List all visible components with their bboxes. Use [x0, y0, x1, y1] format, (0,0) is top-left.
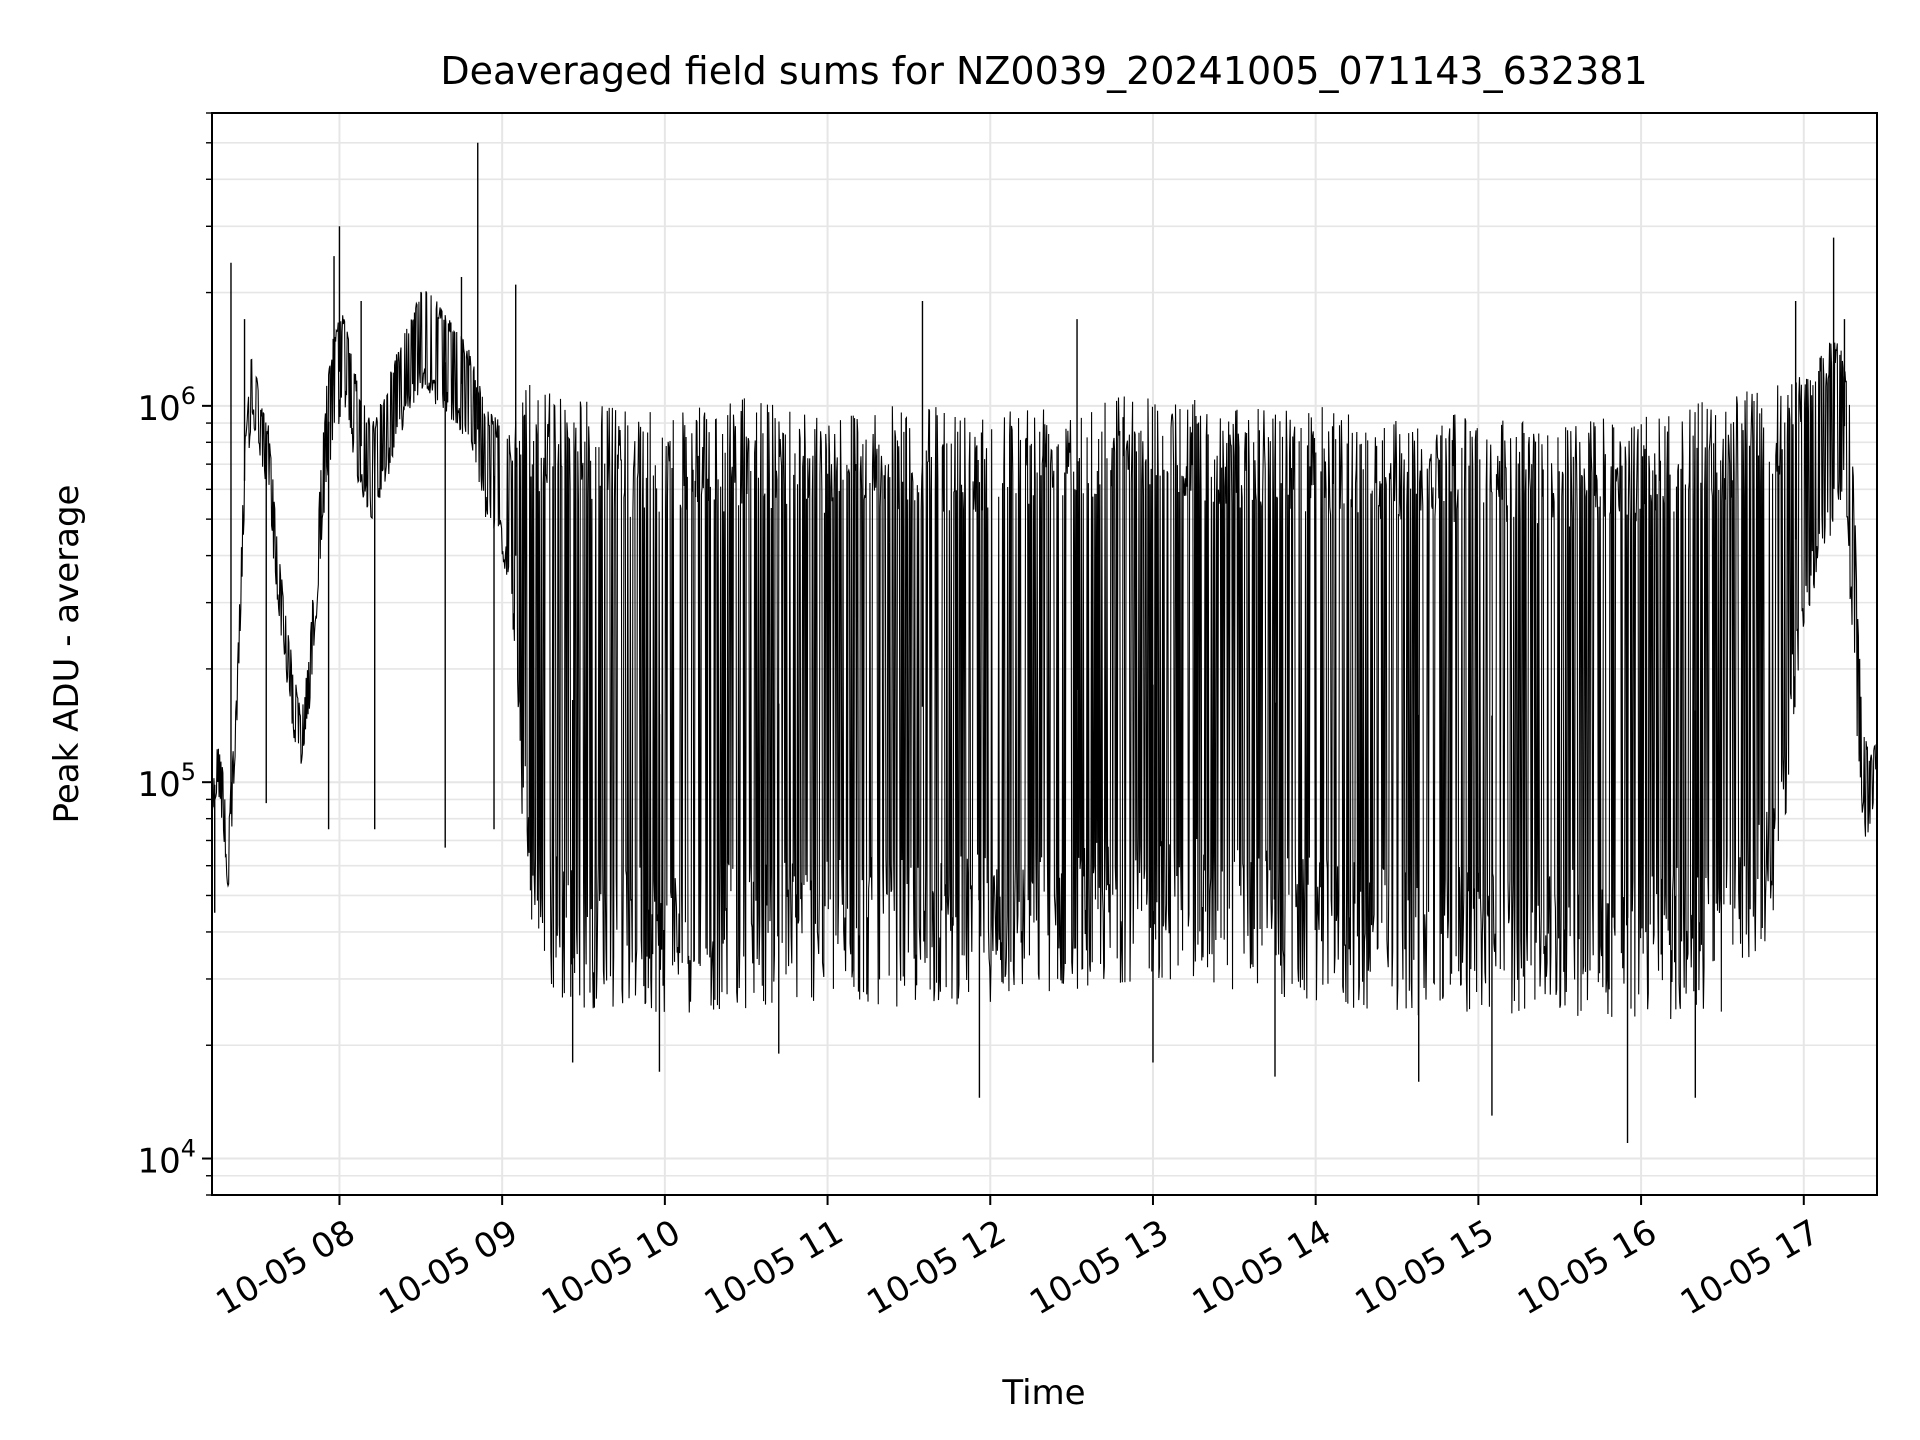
y-tick-label: 104: [137, 1135, 196, 1182]
x-axis-ticks: 10-05 08 10-05 09 10-05 10 10-05 11 10-05 12…: [210, 1195, 1826, 1323]
plot-frame: [211, 112, 1878, 1196]
chart-title: Deaveraged field sums for NZ0039_2024100…: [440, 49, 1647, 93]
x-tick-label: 10-05 09: [372, 1212, 524, 1323]
x-tick-label: 10-05 14: [1186, 1212, 1338, 1323]
x-tick-label: 10-05 08: [210, 1212, 362, 1323]
data-layer: [211, 142, 1878, 1143]
x-axis-label: Time: [1001, 1373, 1085, 1413]
x-tick-label: 10-05 12: [860, 1212, 1012, 1323]
x-tick-label: 10-05 13: [1023, 1212, 1175, 1323]
x-tick-label: 10-05 11: [698, 1212, 850, 1323]
y-tick-label: 105: [137, 758, 196, 805]
y-tick-label: 106: [137, 382, 196, 429]
data-series-line: [211, 291, 1878, 1020]
x-tick-label: 10-05 16: [1511, 1212, 1663, 1323]
x-tick-label: 10-05 17: [1674, 1212, 1826, 1323]
x-tick-label: 10-05 10: [535, 1212, 687, 1323]
x-tick-label: 10-05 15: [1348, 1212, 1500, 1323]
y-axis-ticks: 104 105 106: [137, 112, 212, 1196]
y-axis-label: Peak ADU - average: [47, 485, 87, 824]
